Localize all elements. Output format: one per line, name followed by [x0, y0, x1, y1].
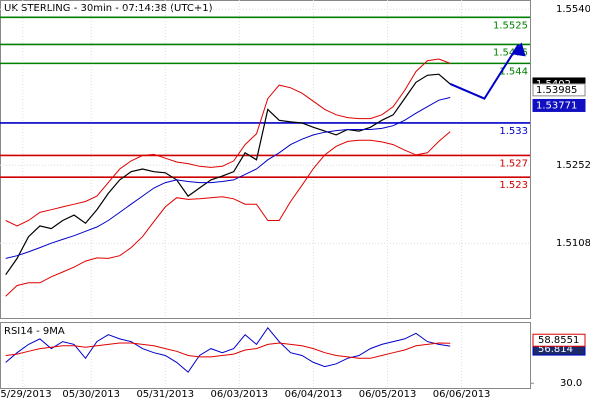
level-label: 1.544 [499, 66, 528, 77]
price-panel [0, 0, 531, 319]
rsi-title: RSI14 - 9MA [4, 326, 65, 337]
y-tick-label: 1.5108 [556, 238, 590, 249]
x-tick-label: 05/29/2013 [0, 389, 52, 400]
arrow-head [512, 42, 526, 57]
x-tick-label: 06/05/2013 [359, 389, 417, 400]
price-tag [532, 98, 586, 112]
price-tag [532, 83, 586, 97]
level-label: 1.5525 [493, 20, 528, 31]
rsi-line [5, 326, 451, 373]
price-line [5, 73, 451, 276]
price-line [5, 97, 451, 259]
price-line [5, 58, 451, 227]
chart-title: UK STERLING - 30min - 07:14:38 (UTC+1) [4, 3, 213, 14]
rsi-tag-label: 56.814 [538, 344, 573, 355]
price-line [5, 131, 451, 297]
price-tag-label: 1.53771 [536, 100, 577, 111]
x-tick-label: 05/31/2013 [136, 389, 194, 400]
rsi-line [5, 342, 451, 359]
x-tick-label: 06/06/2013 [433, 389, 491, 400]
price-tag-label: 1.53985 [536, 85, 577, 96]
forecast-arrow [449, 43, 520, 100]
rsi-tag [532, 333, 586, 347]
x-tick-label: 05/30/2013 [62, 389, 120, 400]
x-tick-label: 06/04/2013 [285, 389, 343, 400]
x-tick-label: 06/03/2013 [211, 389, 269, 400]
level-label: 1.523 [499, 180, 528, 191]
level-label: 1.5475 [493, 47, 528, 58]
level-label: 1.527 [499, 158, 528, 169]
y-tick-label: 1.5252 [556, 160, 590, 171]
rsi-panel [0, 322, 531, 389]
level-label: 1.533 [499, 126, 528, 137]
rsi-tag-label: 58.8551 [538, 335, 579, 346]
y-tick-label: 1.5540 [556, 4, 590, 15]
y-tick-label: 30.0 [560, 378, 582, 389]
